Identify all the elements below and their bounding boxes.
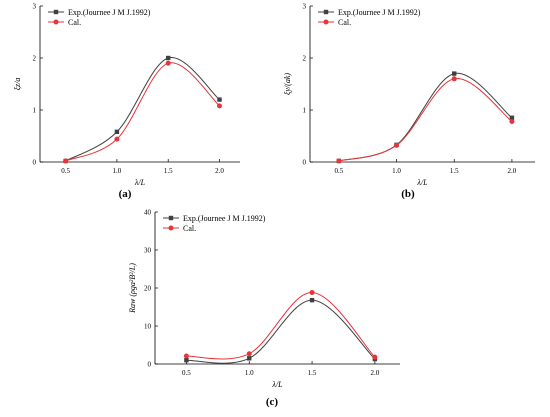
legend-marker [168,215,174,221]
y-axis-title: ξy/(ak) [283,73,292,95]
legend-label: Cal. [68,18,81,27]
y-tick-label: 30 [144,247,152,255]
data-point-square [114,129,120,135]
x-tick-label: 0.5 [61,167,70,175]
x-axis-title: λ/L [416,178,428,187]
x-tick-label: 0.5 [182,369,191,377]
y-tick-label: 3 [303,3,307,11]
legend-label: Cal. [338,18,351,27]
data-point-circle [183,353,189,359]
data-point-square [509,115,515,120]
legend-label: Exp.(Journee J M J.1992) [183,214,266,223]
y-tick-label: 3 [33,3,37,11]
y-axis-title: ξz/a [13,78,22,91]
x-tick-label: 1.0 [392,167,401,175]
data-point-square [217,97,222,102]
legend-marker [53,9,59,15]
legend-marker [53,19,59,25]
data-point-circle [372,354,378,360]
y-tick-label: 2 [33,55,37,63]
x-axis-title: λ/L [134,178,146,187]
data-point-circle [216,103,222,109]
y-tick-label: 20 [144,285,152,293]
data-point-square [309,297,315,303]
series-line-1 [186,292,376,360]
panel-label: (c) [266,396,279,408]
y-tick-label: 1 [303,107,307,115]
panel-label: (b) [401,188,415,200]
y-tick-label: 0 [303,159,307,167]
data-point-circle [336,158,342,164]
x-axis-title: λ/L [271,380,283,389]
series-line-1 [338,78,513,162]
x-tick-label: 1.5 [164,167,173,175]
legend-marker [168,225,174,231]
data-point-circle [114,136,120,142]
x-tick-label: 2.0 [370,369,379,377]
y-tick-label: 2 [303,55,307,63]
x-tick-label: 1.5 [450,167,459,175]
x-tick-label: 1.0 [113,167,122,175]
y-tick-label: 0 [33,159,37,167]
data-point-circle [451,76,457,82]
y-tick-label: 1 [33,107,37,115]
series-line-1 [65,62,220,162]
y-tick-label: 10 [144,323,152,331]
legend-label: Exp.(Journee J M J.1992) [338,8,421,17]
legend-label: Exp.(Journee J M J.1992) [68,8,151,17]
x-tick-label: 1.0 [245,369,254,377]
chart-panel-0: 0 1 2 3 0.5 1.0 1.5 2.0 λ/L ξz/a Exp.(Journee J M … [13,3,240,200]
y-axis-title: Raw (ρga²B²/L) [128,263,137,314]
series-line-0 [65,57,220,162]
panel-label: (a) [119,188,132,200]
data-point-circle [394,142,400,148]
data-point-circle [246,351,252,357]
data-point-square [452,71,457,76]
x-tick-label: 0.5 [334,167,343,175]
legend-marker [323,9,329,15]
legend-marker [323,19,329,25]
series-line-0 [338,73,513,162]
legend-label: Cal. [183,224,196,233]
series-line-0 [186,299,376,364]
data-point-circle [63,158,69,164]
x-tick-label: 1.5 [308,369,317,377]
x-tick-label: 2.0 [508,167,517,175]
y-tick-label: 40 [144,209,152,217]
chart-panel-2: 0 10 20 30 40 0.5 1.0 1.5 2.0 λ/L Raw (ρga²B²/L) Ex… [128,209,400,408]
data-point-circle [165,60,171,66]
data-point-square [247,356,252,361]
x-tick-label: 2.0 [215,167,224,175]
data-point-square [184,358,189,363]
y-tick-label: 0 [148,361,152,369]
data-point-circle [309,290,315,296]
data-point-square [166,55,171,61]
data-point-circle [509,118,515,124]
chart-panel-1: 0 1 2 3 0.5 1.0 1.5 2.0 λ/L ξy/(ak) Exp.(Journee J… [283,3,535,200]
